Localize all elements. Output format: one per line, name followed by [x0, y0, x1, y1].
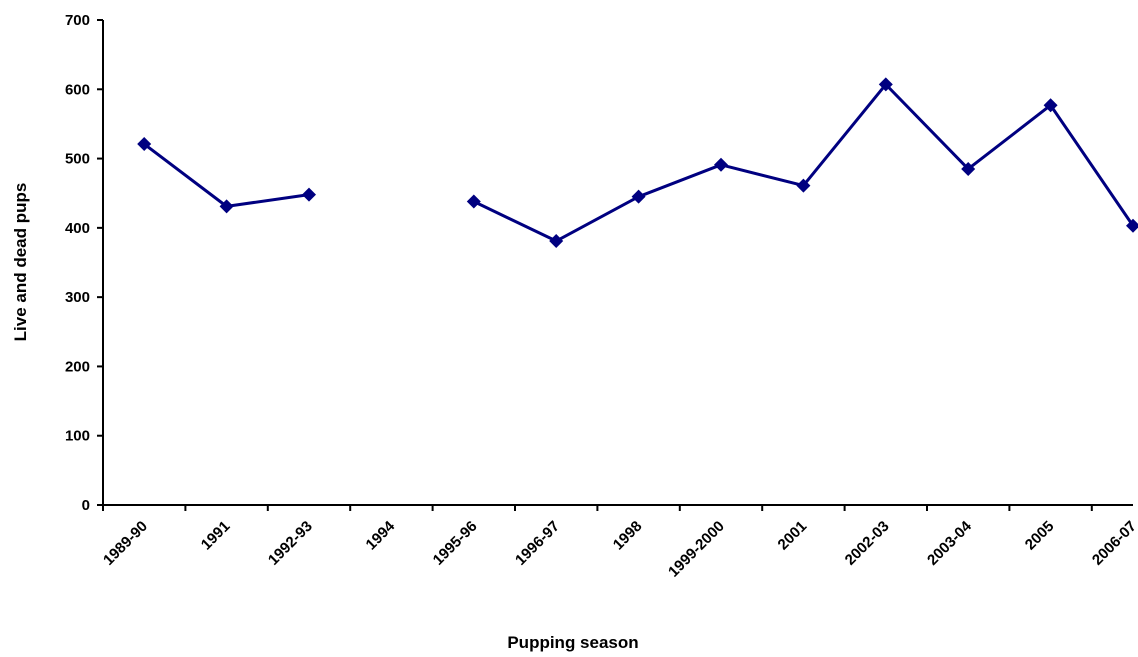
data-point-marker: [137, 137, 152, 152]
y-tick-label: 400: [65, 220, 90, 237]
x-tick-label: 1992-93: [265, 518, 316, 569]
x-axis-title: Pupping season: [507, 633, 638, 652]
y-tick-label: 700: [65, 12, 90, 29]
series-lines: [143, 82, 1135, 243]
data-point-marker: [219, 199, 234, 214]
x-tick-label: 2003-04: [924, 517, 975, 568]
data-point-marker: [714, 157, 728, 172]
series-line: [143, 142, 310, 208]
x-axis-ticks: 1989-90 1991 1992-93 1994 1995-96 1996-97 1998…: [100, 505, 1138, 581]
data-point-marker: [1043, 98, 1058, 113]
x-tick-label: 1994: [363, 517, 399, 553]
y-axis-title: Live and dead pups: [11, 183, 30, 342]
x-tick-label: 1989-90: [100, 518, 151, 569]
x-tick-label: 1995-96: [430, 518, 481, 569]
x-tick-label: 1991: [198, 518, 234, 554]
x-tick-label: 1998: [610, 518, 646, 554]
data-point-marker: [549, 234, 564, 249]
data-point-marker: [631, 189, 646, 204]
x-tick-label: 1996-97: [512, 518, 563, 569]
y-tick-label: 600: [65, 81, 90, 98]
data-point-marker: [302, 187, 316, 202]
x-tick-label: 1999-2000: [665, 518, 728, 581]
data-point-marker: [466, 194, 481, 209]
x-tick-label: 2005: [1022, 518, 1058, 554]
data-point-marker: [1126, 218, 1138, 233]
y-tick-label: 500: [65, 151, 90, 168]
data-point-marker: [796, 178, 811, 193]
data-point-marker: [878, 77, 893, 92]
y-tick-label: 300: [65, 289, 90, 306]
data-point-marker: [961, 161, 976, 176]
series-markers: [137, 77, 1138, 249]
x-tick-label: 2006-07: [1089, 518, 1138, 569]
series-line: [473, 82, 1135, 243]
x-tick-label: 2002-03: [842, 518, 893, 569]
y-axis-ticks: 0 100 200 300 400 500 600 700: [65, 12, 103, 514]
y-tick-label: 0: [82, 497, 90, 514]
x-tick-label: 2001: [775, 518, 811, 554]
y-tick-label: 100: [65, 428, 90, 445]
y-tick-label: 200: [65, 358, 90, 375]
